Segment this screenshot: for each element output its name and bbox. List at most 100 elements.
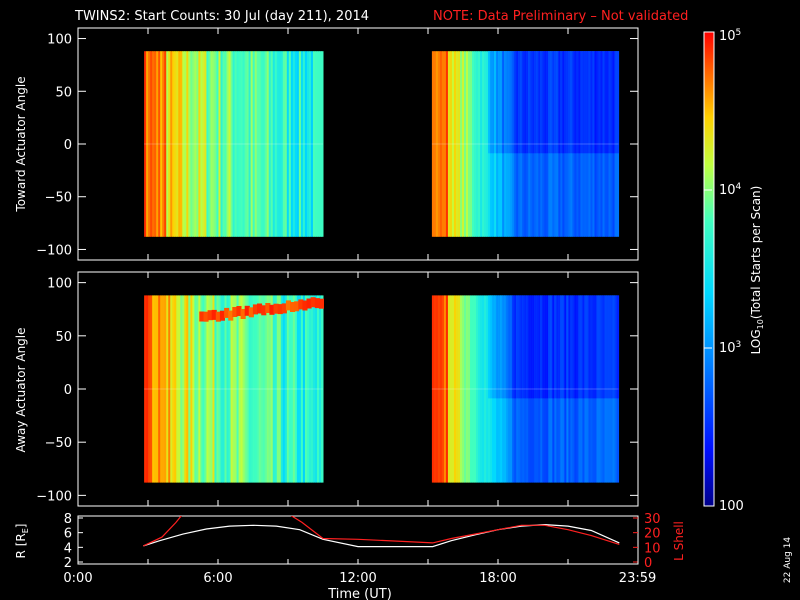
heatmap-column [182,51,185,237]
heatmap-cell [530,295,533,399]
heatmap-column [296,295,300,483]
heatmap-column [468,295,471,483]
heatmap-column [250,51,254,237]
heatmap-column [256,51,260,237]
heatmap-cell [566,51,569,154]
hot-band-cell [302,300,308,311]
x-axis-label: Time (UT) [327,587,392,600]
heatmap-column [156,295,159,483]
heatmap-cell [608,51,612,154]
heatmap-column [451,295,455,483]
heatmap-cell [492,295,495,399]
heatmap-cell [552,51,555,154]
away-panel: 100 50 0 −50 −100 [36,271,639,507]
heatmap-cell [508,51,511,154]
heatmap-column [242,295,246,483]
heatmap-column [468,51,471,237]
left-y-tick-label: 4 [64,541,72,556]
heatmap-cell [564,51,567,154]
heatmap-column [443,51,447,237]
heatmap-column [482,51,485,237]
heatmap-column [202,295,205,483]
heatmap-cell [612,51,616,154]
heatmap-cell [520,295,523,399]
heatmap-cell [606,51,610,154]
heatmap-column [218,295,221,483]
heatmap-column [447,295,451,483]
hot-band-cell [294,301,300,312]
hot-band-cell [236,306,242,316]
heatmap-column [294,295,298,483]
heatmap-column [486,51,489,237]
heatmap-column [272,295,276,483]
heatmap-column [216,295,219,483]
heatmap-column [298,51,302,237]
heatmap-column [174,51,177,237]
heatmap-cell [558,51,561,154]
heatmap-cell [574,51,577,154]
y-tick-label: 0 [64,383,72,398]
heatmap-column [462,51,465,237]
heatmap-cell [488,51,491,154]
hot-band-cell [240,309,246,319]
heatmap-cell [502,51,505,154]
heatmap-column [170,51,173,237]
heatmap-cell [496,51,499,154]
heatmap-column [470,295,473,483]
hot-band-cell [298,299,304,310]
y-tick-label: 50 [55,85,72,100]
heatmap-column [212,295,215,483]
colorbar-ticks: 105 104 103 100 [704,28,744,514]
heatmap-cell [560,295,563,399]
heatmap-column [308,51,312,237]
heatmap-cell [506,295,509,399]
heatmap-cell [578,51,581,154]
hot-band-cell [228,310,234,321]
heatmap-column [226,295,230,483]
heatmap-column [486,295,489,483]
orbit-ylabel-right: L Shell [672,521,686,561]
heatmap-column [478,295,481,483]
heatmap-column [453,51,457,237]
hot-band-cell [199,311,205,322]
heatmap-cell [570,295,573,399]
hot-band-cell [219,310,225,321]
heatmap-column [164,295,167,483]
away-ylabel: Away Actuator Angle [14,327,28,452]
heatmap-column [240,51,244,237]
heatmap-column [437,51,441,237]
heatmap-cell [538,295,541,399]
heatmap-cell [498,51,501,154]
heatmap-column [188,295,191,483]
heatmap-cell [542,295,545,399]
heatmap-cell [544,295,547,399]
heatmap-cell [498,295,501,399]
heatmap-column [216,51,219,237]
heatmap-column [146,295,149,483]
heatmap-cell [550,51,553,154]
heatmap-column [310,51,314,237]
heatmap-column [270,295,274,483]
heatmap-cell [548,295,551,399]
heatmap-column [258,295,262,483]
heatmap-column [484,295,487,483]
heatmap-column [480,51,483,237]
heatmap-cell [568,51,571,154]
heatmap-column [449,295,453,483]
heatmap-column [476,51,479,237]
hot-band-cell [257,303,263,314]
heatmap-cell [594,51,597,154]
heatmap-cell [500,295,503,399]
heatmap-column [222,51,226,237]
heatmap-column [292,51,296,237]
y-tick-label: −100 [36,243,72,258]
heatmap-column [478,51,481,237]
heatmap-column [474,51,477,237]
heatmap-column [218,51,221,237]
heatmap-column [152,295,155,483]
hot-band-cell [318,298,324,309]
heatmap-column [214,295,217,483]
heatmap-column [232,51,236,237]
heatmap-column [166,51,169,237]
heatmap-cell [602,295,606,399]
